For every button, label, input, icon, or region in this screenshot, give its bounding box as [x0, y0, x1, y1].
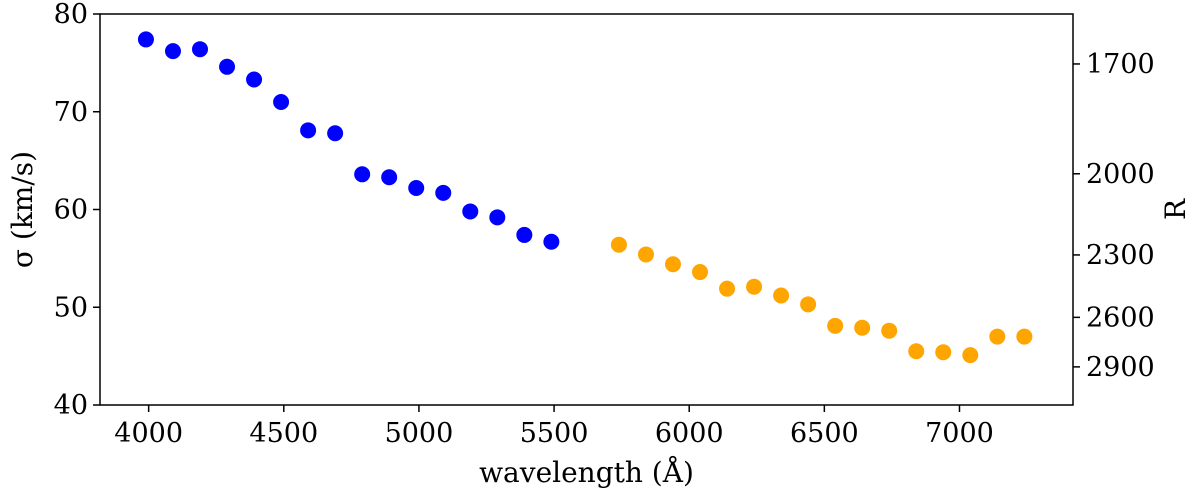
x-tick-label: 7000 — [925, 418, 994, 449]
data-point — [462, 203, 479, 220]
data-point — [800, 296, 817, 313]
y-tick-label: 80 — [54, 0, 88, 30]
x-tick-label: 6500 — [790, 418, 859, 449]
data-point — [489, 209, 506, 226]
data-point — [935, 344, 952, 361]
data-points — [137, 31, 1033, 364]
data-point — [219, 58, 236, 75]
data-point — [381, 169, 398, 186]
y2-axis: 1700 2000 2300 2600 2900 — [1073, 49, 1155, 383]
data-point — [989, 328, 1006, 345]
data-point — [746, 278, 763, 295]
x-tick-label: 6000 — [655, 418, 724, 449]
data-point — [354, 166, 371, 183]
data-point — [408, 179, 425, 196]
data-point — [246, 71, 263, 88]
data-point — [637, 246, 654, 263]
data-point — [300, 122, 317, 139]
data-point — [827, 317, 844, 334]
data-point — [854, 319, 871, 336]
x-tick-label: 5000 — [385, 418, 454, 449]
y-axis: 40 50 60 70 80 — [54, 0, 100, 421]
data-point — [610, 236, 627, 253]
y-tick-label: 40 — [54, 390, 88, 421]
data-point — [664, 256, 681, 273]
data-point — [192, 41, 209, 58]
data-point — [962, 347, 979, 364]
x-tick-label: 4500 — [249, 418, 318, 449]
data-point — [516, 226, 533, 243]
data-point — [1016, 328, 1033, 345]
data-point — [719, 280, 736, 297]
data-point — [881, 322, 898, 339]
data-point — [327, 125, 344, 142]
data-point — [692, 264, 709, 281]
data-point — [164, 43, 181, 60]
y-axis-label: σ (km/s) — [6, 151, 39, 268]
x-axis-label: wavelength (Å) — [479, 456, 694, 489]
y2-tick-label: 1700 — [1086, 49, 1155, 80]
data-point — [435, 184, 452, 201]
data-point — [773, 287, 790, 304]
data-point — [908, 343, 925, 360]
y2-tick-label: 2000 — [1086, 159, 1155, 190]
x-axis: 4000 4500 5000 5500 6000 6500 7000 — [114, 405, 994, 449]
data-point — [543, 233, 560, 250]
data-point — [137, 31, 154, 48]
y2-tick-label: 2300 — [1086, 240, 1155, 271]
y2-tick-label: 2600 — [1086, 302, 1155, 333]
y-tick-label: 50 — [54, 292, 88, 323]
x-tick-label: 4000 — [114, 418, 183, 449]
y2-tick-label: 2900 — [1086, 352, 1155, 383]
y-tick-label: 70 — [54, 97, 88, 128]
x-tick-label: 5500 — [520, 418, 589, 449]
y2-axis-label: R — [1159, 198, 1192, 220]
data-point — [273, 93, 290, 110]
y-tick-label: 60 — [54, 195, 88, 226]
plot-frame — [99, 13, 1074, 406]
